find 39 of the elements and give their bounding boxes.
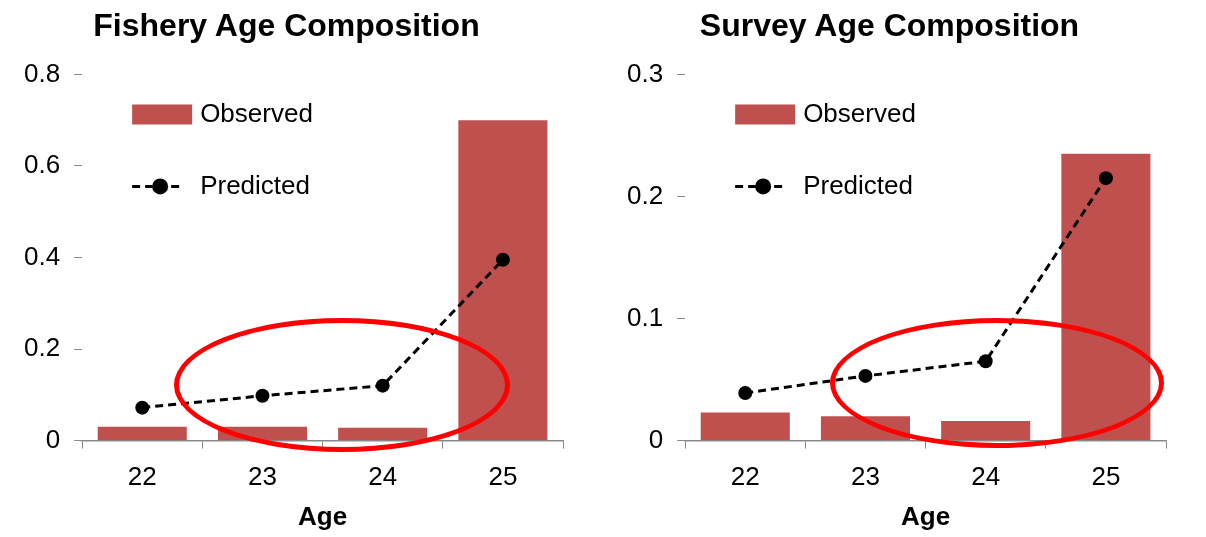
point bbox=[255, 388, 270, 403]
y-tick-label: 0.4 bbox=[23, 240, 61, 271]
x-tick-label: 24 bbox=[368, 461, 398, 492]
y-tick-label: 0.1 bbox=[626, 301, 664, 332]
x-tick-label: 22 bbox=[127, 461, 157, 492]
point bbox=[738, 385, 753, 400]
bar bbox=[338, 427, 428, 441]
x-axis-title: Age bbox=[298, 500, 348, 531]
point bbox=[1098, 171, 1113, 186]
x-tick-label: 25 bbox=[488, 461, 518, 492]
y-tick-label: 0.3 bbox=[626, 57, 664, 88]
bar bbox=[941, 421, 1031, 441]
point bbox=[495, 252, 510, 267]
legend-label: Observed bbox=[803, 97, 916, 128]
legend-label: Predicted bbox=[803, 169, 913, 200]
y-tick-label: 0 bbox=[648, 423, 664, 454]
x-tick-label: 23 bbox=[248, 461, 277, 492]
y-tick-label: 0 bbox=[45, 423, 61, 454]
x-axis-title: Age bbox=[901, 500, 951, 531]
y-tick-label: 0.2 bbox=[23, 332, 61, 363]
x-tick-label: 23 bbox=[851, 461, 880, 492]
point bbox=[135, 400, 150, 415]
y-tick-label: 0.2 bbox=[626, 179, 664, 210]
legend-label: Observed bbox=[200, 97, 313, 128]
point bbox=[978, 354, 993, 369]
bar bbox=[458, 120, 548, 441]
bar bbox=[97, 426, 187, 441]
y-tick-label: 0.6 bbox=[23, 149, 61, 180]
x-tick-label: 25 bbox=[1091, 461, 1121, 492]
point bbox=[375, 378, 390, 393]
x-tick-label: 24 bbox=[971, 461, 1001, 492]
legend-label: Predicted bbox=[200, 169, 310, 200]
bar bbox=[1061, 153, 1151, 441]
chart-title: Survey Age Composition bbox=[699, 7, 1080, 44]
chart-title: Fishery Age Composition bbox=[93, 7, 480, 44]
point bbox=[858, 368, 873, 383]
x-tick-label: 22 bbox=[730, 461, 760, 492]
bar bbox=[700, 412, 790, 441]
y-tick-label: 0.8 bbox=[23, 57, 61, 88]
